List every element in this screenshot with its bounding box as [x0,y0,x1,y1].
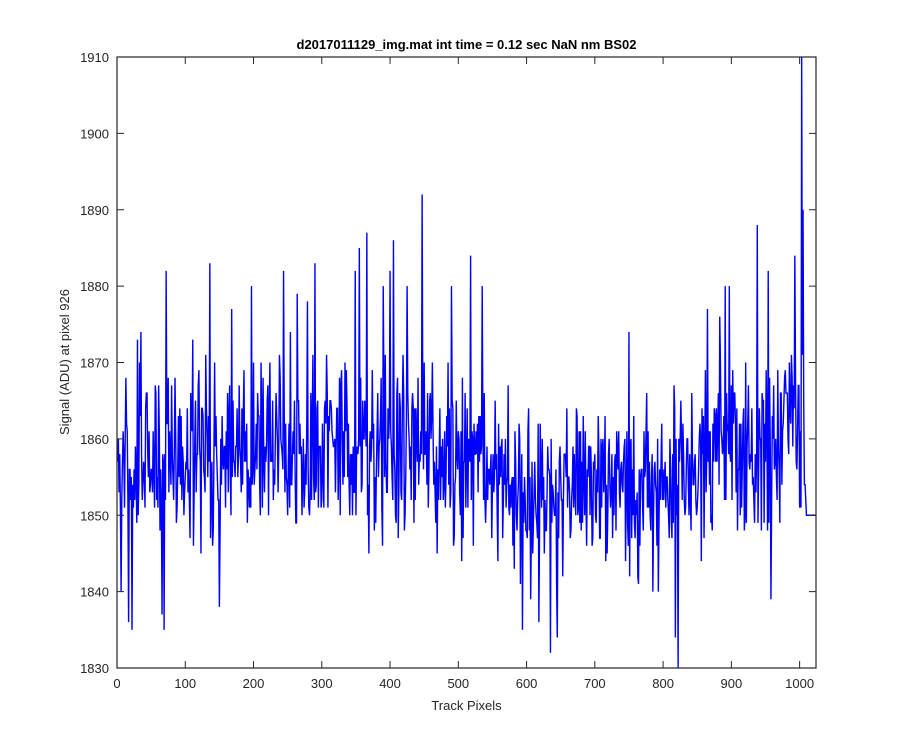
y-tick-label: 1830 [80,661,109,676]
y-tick-label: 1870 [80,356,109,371]
x-tick-label: 200 [243,676,265,691]
x-tick-label: 500 [447,676,469,691]
y-tick-label: 1880 [80,279,109,294]
y-tick-label: 1900 [80,126,109,141]
y-tick-label: 1850 [80,508,109,523]
x-tick-label: 300 [311,676,333,691]
y-tick-label: 1860 [80,432,109,447]
x-tick-label: 100 [174,676,196,691]
y-axis-label: Signal (ADU) at pixel 926 [57,289,72,435]
y-tick-label: 1890 [80,203,109,218]
x-tick-label: 0 [113,676,120,691]
x-tick-label: 900 [721,676,743,691]
x-axis-label: Track Pixels [431,698,502,713]
y-tick-label: 1910 [80,50,109,65]
plot-area [117,57,816,668]
chart-title: d2017011129_img.mat int time = 0.12 sec … [297,37,637,52]
x-tick-label: 700 [584,676,606,691]
x-tick-label: 600 [516,676,538,691]
x-tick-label: 800 [652,676,674,691]
y-tick-label: 1840 [80,585,109,600]
x-tick-label: 400 [379,676,401,691]
x-tick-label: 1000 [785,676,814,691]
signal-series-line [117,57,816,668]
